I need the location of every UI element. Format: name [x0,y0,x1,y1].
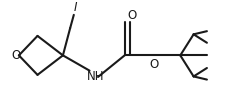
Text: O: O [11,49,20,62]
Text: O: O [149,58,158,71]
Text: NH: NH [87,70,104,83]
Text: O: O [127,9,136,22]
Text: I: I [73,1,77,14]
